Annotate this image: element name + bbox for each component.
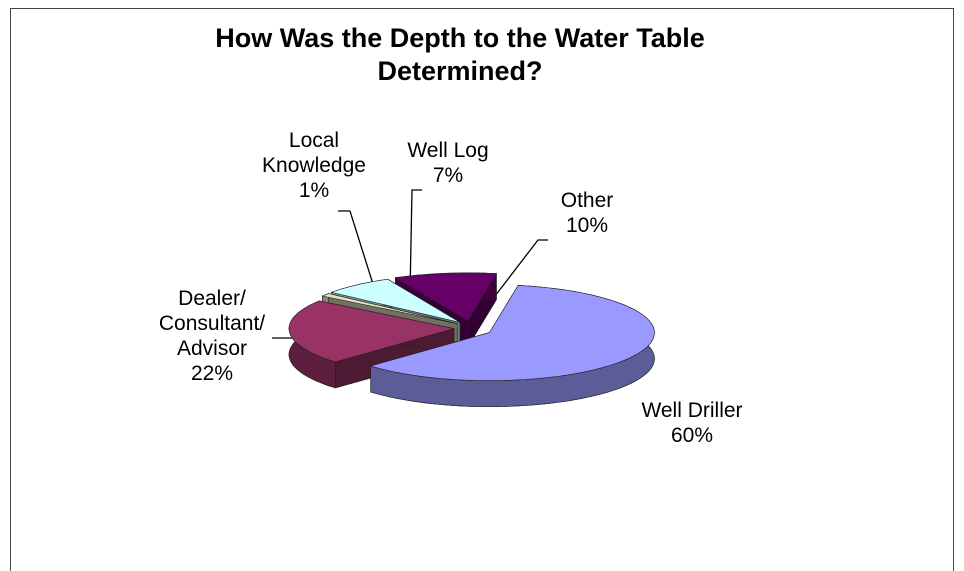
leader-line xyxy=(494,239,548,297)
chart-title: How Was the Depth to the Water Table Det… xyxy=(215,23,705,86)
category-label: Dealer/ Consultant/ Advisor xyxy=(158,287,266,360)
value-label: 22% xyxy=(190,362,234,385)
slice xyxy=(330,278,461,323)
category-label: Local Knowledge xyxy=(262,129,366,177)
value-label: 10% xyxy=(565,214,609,237)
value-label: 7% xyxy=(432,164,464,187)
value-label: 1% xyxy=(298,179,330,202)
chart-frame xyxy=(10,8,954,571)
slice xyxy=(288,300,455,363)
category-label: Other xyxy=(560,189,614,212)
value-label: 60% xyxy=(670,424,714,447)
leader-line xyxy=(409,189,422,295)
slice xyxy=(369,285,655,381)
category-label: Well Driller xyxy=(641,399,743,422)
slice xyxy=(394,272,497,322)
leader-line xyxy=(338,210,379,301)
slice xyxy=(321,293,458,324)
category-label: Well Log xyxy=(407,139,489,162)
